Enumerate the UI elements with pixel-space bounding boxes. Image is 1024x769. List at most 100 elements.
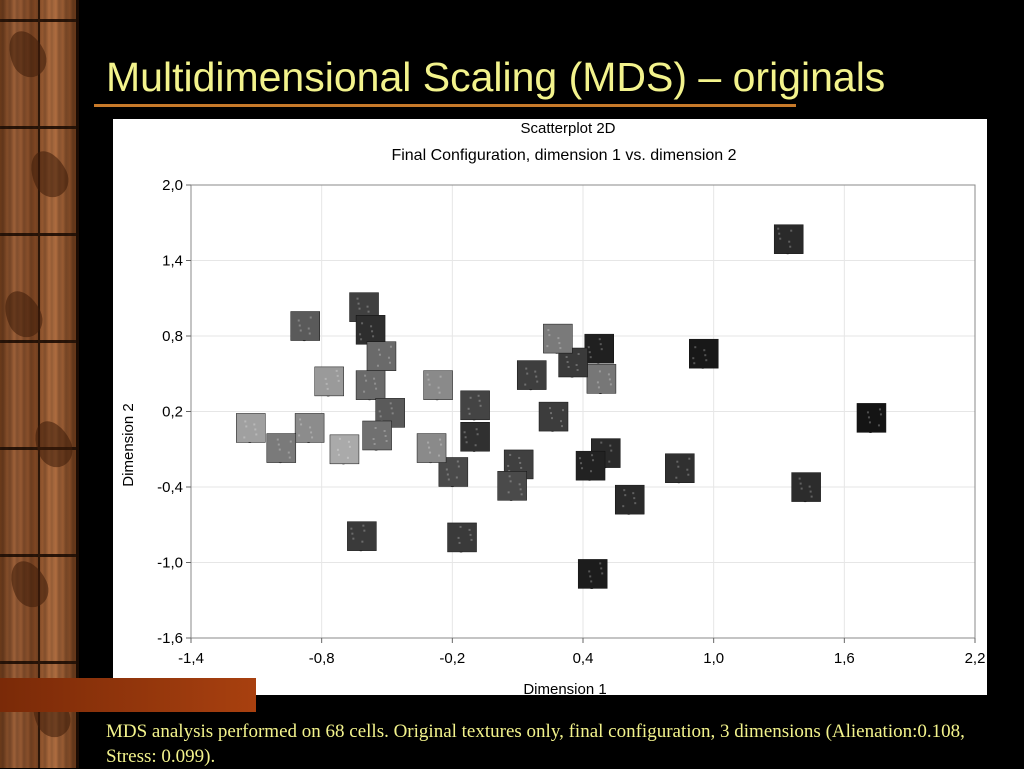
texture-thumbnail	[584, 333, 614, 364]
texture-speckle	[518, 456, 521, 459]
texture-speckle	[588, 351, 591, 354]
y-tick-label: -1,0	[157, 555, 183, 572]
texture-speckle	[376, 364, 379, 367]
texture-speckle	[388, 361, 391, 364]
texture-thumbnail	[577, 559, 608, 589]
texture-speckle	[459, 525, 462, 528]
data-point	[665, 453, 695, 484]
texture-speckle	[536, 380, 539, 383]
texture-speckle	[447, 478, 450, 481]
texture-speckle	[587, 346, 590, 349]
texture-speckle	[346, 456, 349, 459]
texture-speckle	[361, 540, 364, 543]
texture-thumbnail	[314, 366, 344, 397]
texture-speckle	[243, 436, 246, 439]
texture-thumbnail	[266, 433, 297, 463]
title-underline	[94, 104, 796, 107]
wood-sidebar-decoration	[0, 0, 79, 768]
texture-speckle	[520, 466, 523, 469]
texture-speckle	[428, 446, 431, 449]
texture-speckle	[373, 442, 376, 445]
data-points	[236, 224, 887, 590]
texture-speckle	[608, 378, 611, 381]
texture-speckle	[789, 245, 792, 248]
texture-thumbnail	[773, 224, 804, 254]
texture-speckle	[367, 310, 370, 313]
texture-speckle	[336, 448, 339, 451]
data-point	[236, 413, 266, 444]
texture-speckle	[299, 418, 302, 421]
texture-speckle	[298, 434, 301, 437]
texture-speckle	[446, 473, 449, 476]
texture-speckle	[366, 305, 369, 308]
texture-speckle	[390, 407, 393, 410]
data-point	[689, 338, 719, 369]
texture-speckle	[385, 439, 388, 442]
texture-speckle	[300, 423, 303, 426]
texture-speckle	[507, 464, 510, 467]
texture-speckle	[590, 470, 593, 473]
texture-speckle	[590, 580, 593, 583]
accent-bar	[0, 678, 256, 712]
y-tick-label: -0,4	[157, 479, 183, 496]
data-point	[460, 422, 490, 452]
texture-speckle	[439, 375, 442, 378]
texture-speckle	[609, 383, 612, 386]
texture-speckle	[560, 420, 563, 423]
texture-speckle	[704, 354, 707, 357]
data-point	[575, 450, 606, 481]
texture-thumbnail	[543, 323, 573, 354]
texture-speckle	[468, 528, 471, 531]
texture-thumbnail	[329, 434, 360, 465]
texture-speckle	[365, 379, 368, 382]
texture-speckle	[299, 329, 302, 332]
y-tick-label: 2,0	[162, 177, 183, 194]
texture-speckle	[549, 407, 552, 410]
y-tick-label: 1,4	[162, 253, 183, 270]
texture-speckle	[391, 412, 394, 415]
texture-speckle	[438, 391, 441, 394]
texture-speckle	[428, 383, 431, 386]
texture-speckle	[378, 353, 381, 356]
data-point	[543, 323, 573, 354]
data-point	[447, 522, 477, 553]
texture-speckle	[458, 541, 461, 544]
texture-speckle	[325, 382, 328, 385]
texture-speckle	[632, 492, 635, 495]
texture-speckle	[809, 490, 812, 493]
texture-speckle	[374, 426, 377, 429]
texture-speckle	[779, 237, 782, 240]
texture-speckle	[389, 345, 392, 348]
texture-speckle	[520, 493, 523, 496]
texture-speckle	[867, 416, 870, 419]
texture-speckle	[598, 370, 601, 373]
data-point	[614, 484, 645, 515]
slide-title: Multidimensional Scaling (MDS) – origina…	[106, 54, 886, 100]
texture-speckle	[577, 353, 580, 356]
texture-speckle	[866, 411, 869, 414]
y-tick-label: 0,8	[162, 328, 183, 345]
texture-speckle	[507, 491, 510, 494]
texture-thumbnail	[362, 420, 392, 451]
texture-speckle	[439, 438, 442, 441]
texture-thumbnail	[447, 522, 477, 553]
texture-thumbnail	[366, 341, 397, 371]
texture-speckle	[276, 438, 279, 441]
texture-thumbnail	[355, 315, 386, 345]
texture-speckle	[688, 457, 691, 460]
texture-speckle	[598, 338, 601, 341]
texture-speckle	[868, 421, 871, 424]
texture-speckle	[677, 465, 680, 468]
texture-speckle	[535, 375, 538, 378]
texture-speckle	[426, 373, 429, 376]
texture-speckle	[253, 423, 256, 426]
texture-speckle	[297, 319, 300, 322]
texture-speckle	[479, 404, 482, 407]
y-tick-label: -1,6	[157, 630, 183, 647]
texture-speckle	[607, 373, 610, 376]
texture-speckle	[877, 424, 880, 427]
texture-speckle	[336, 374, 339, 377]
texture-speckle	[255, 433, 258, 436]
texture-speckle	[609, 444, 612, 447]
texture-speckle	[375, 387, 378, 390]
